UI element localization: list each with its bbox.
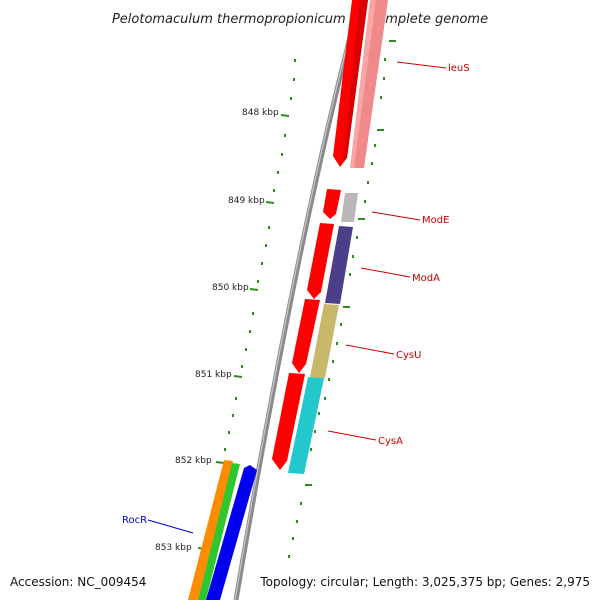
tick-label-849: 849 kbp — [228, 196, 265, 206]
tick-label-850: 850 kbp — [212, 283, 249, 293]
gene-modE[interactable] — [341, 193, 358, 222]
cog-genes — [288, 0, 388, 474]
gene-orange[interactable] — [188, 460, 233, 600]
gene-label-leuS[interactable]: leuS — [448, 63, 470, 74]
gene-cysA-forward[interactable] — [272, 373, 305, 470]
tick-label-848: 848 kbp — [242, 108, 279, 118]
gc-dot-ring-inner — [224, 59, 296, 451]
tick-label-853: 853 kbp — [155, 543, 192, 553]
gene-modA[interactable] — [325, 226, 353, 304]
gene-green[interactable] — [198, 463, 240, 600]
gene-cysU[interactable] — [310, 304, 339, 378]
gene-label-cysU[interactable]: CysU — [396, 350, 421, 361]
tick-label-852: 852 kbp — [175, 456, 212, 466]
gene-modE-forward[interactable] — [323, 189, 341, 219]
forward-genes — [272, 0, 368, 470]
backbone-highlight — [234, 0, 360, 600]
topology-text: Topology: circular; Length: 3,025,375 bp… — [259, 575, 590, 589]
label-leaders — [147, 61, 447, 534]
gene-label-rocR[interactable]: RocR — [122, 515, 147, 526]
gene-rocR[interactable] — [206, 465, 257, 600]
gene-label-cysA[interactable]: CysA — [378, 436, 403, 447]
gene-cysA[interactable] — [288, 377, 324, 474]
accession-text: Accession: NC_009454 — [10, 575, 146, 589]
gene-modA-forward[interactable] — [307, 223, 334, 299]
gene-label-modE[interactable]: ModE — [422, 215, 449, 226]
rocR-cluster — [188, 460, 257, 600]
gc-dot-ring-outer — [288, 40, 396, 558]
gene-label-modA[interactable]: ModA — [412, 273, 440, 284]
genome-backbone — [233, 0, 363, 600]
map-title: Pelotomaculum thermopropionicum SI, comp… — [112, 12, 488, 27]
tick-label-851: 851 kbp — [195, 370, 232, 380]
gene-cysU-forward[interactable] — [292, 299, 320, 373]
